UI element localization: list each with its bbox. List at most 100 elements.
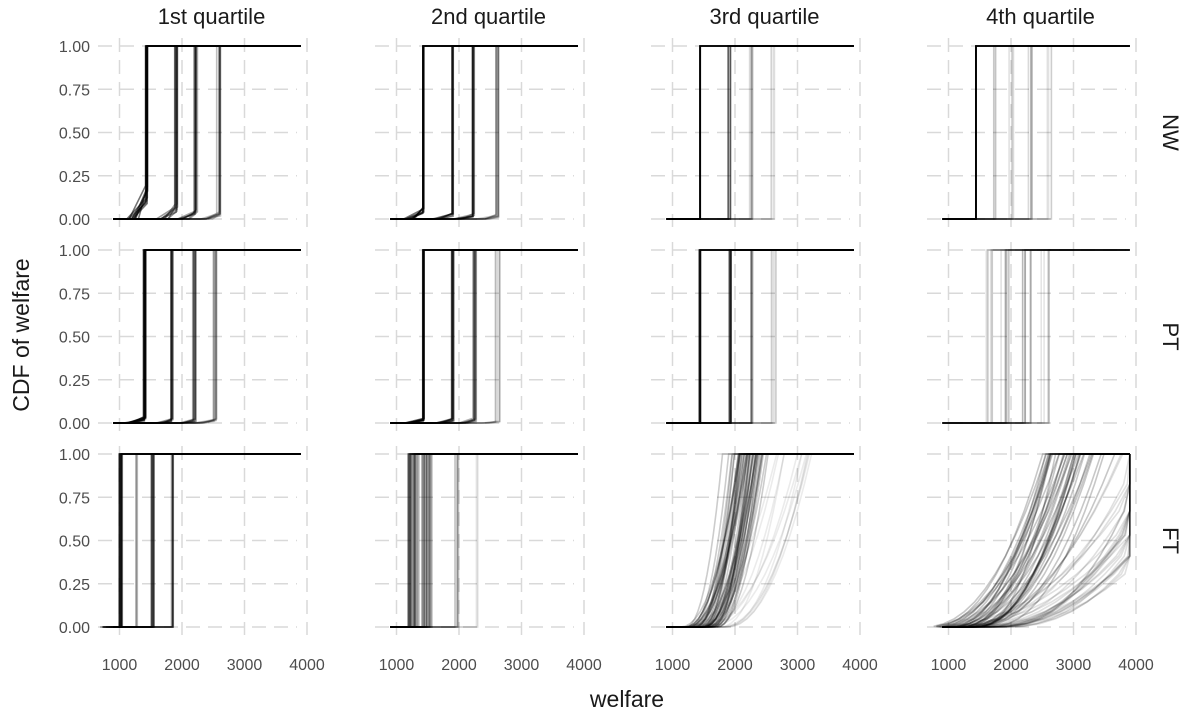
cdf-curve (390, 453, 578, 628)
cdf-curve (942, 453, 1130, 628)
cdf-curve (113, 249, 301, 424)
cdf-curve (113, 453, 301, 628)
cdf-curve (942, 454, 1131, 628)
cdf-curve (942, 454, 1131, 628)
cdf-curve (113, 45, 301, 220)
cdf-curve (113, 453, 301, 628)
cdf-curve (103, 453, 301, 628)
cdf-curve (666, 45, 854, 220)
cdf-curve (390, 45, 578, 220)
facet-panel (375, 242, 585, 431)
cdf-curve (390, 453, 578, 628)
cdf-curve (942, 453, 1130, 628)
cdf-curve (942, 249, 1130, 424)
cdf-curve (113, 249, 301, 424)
cdf-curve (666, 453, 854, 628)
cdf-curve (113, 249, 301, 424)
cdf-curve (666, 453, 854, 628)
cdf-curve (942, 45, 1130, 220)
cdf-curve (390, 45, 578, 220)
cdf-curve (942, 249, 1130, 424)
cdf-curve (942, 45, 1130, 220)
cdf-curve (111, 453, 301, 628)
cdf-curve (106, 453, 301, 628)
cdf-curve (390, 453, 578, 628)
cdf-curve (666, 453, 854, 628)
cdf-curve (942, 453, 1130, 628)
y-tick-label: 0.50 (59, 330, 90, 347)
cdf-curve (113, 249, 301, 424)
cdf-curve (390, 453, 578, 628)
cdf-curve (666, 249, 854, 424)
cdf-curve (942, 453, 1130, 628)
cdf-curve (390, 45, 578, 220)
cdf-curve (942, 249, 1130, 424)
cdf-curve (942, 453, 1130, 628)
cdf-curve (666, 453, 854, 628)
cdf-curve (113, 45, 301, 220)
cdf-curve (942, 45, 1130, 220)
cdf-curve (390, 249, 578, 424)
cdf-curve (666, 453, 854, 628)
cdf-curve (113, 453, 301, 628)
cdf-curve (100, 453, 301, 628)
cdf-curve (390, 453, 578, 628)
cdf-curve (390, 249, 578, 424)
cdf-curve (666, 453, 854, 628)
cdf-curve (113, 249, 301, 424)
cdf-curve (390, 45, 578, 220)
cdf-curve (666, 249, 854, 424)
cdf-curve (666, 45, 854, 220)
cdf-curve (105, 453, 301, 628)
cdf-curve (390, 45, 578, 220)
cdf-curve (942, 453, 1131, 628)
cdf-curve (113, 249, 301, 424)
cdf-curve (113, 45, 301, 220)
cdf-curve (666, 453, 854, 628)
cdf-curve (666, 453, 854, 628)
cdf-curve (390, 249, 578, 424)
cdf-curve (113, 45, 301, 220)
cdf-curve (113, 453, 301, 628)
cdf-curve (942, 45, 1130, 220)
cdf-curve (942, 453, 1130, 628)
cdf-curve (942, 45, 1130, 220)
cdf-curve (666, 45, 854, 220)
cdf-curve (113, 45, 301, 220)
cdf-curve (666, 453, 854, 628)
cdf-curve (390, 45, 578, 220)
cdf-curve (390, 453, 578, 628)
cdf-curve (666, 453, 854, 628)
cdf-curve (390, 45, 578, 220)
cdf-curve (113, 249, 301, 424)
cdf-curve (113, 453, 301, 628)
cdf-curve (390, 453, 578, 628)
cdf-curve (390, 45, 578, 220)
cdf-curve (666, 249, 854, 424)
cdf-curve (942, 453, 1130, 628)
cdf-curve (666, 249, 854, 424)
cdf-curve (942, 453, 1130, 628)
cdf-curve (390, 453, 578, 628)
cdf-curve (666, 45, 854, 220)
cdf-curve (666, 453, 854, 628)
cdf-curve (666, 249, 854, 424)
cdf-curve (666, 45, 854, 220)
cdf-curve (390, 453, 578, 628)
cdf-curve (390, 249, 578, 424)
cdf-curve (113, 453, 301, 628)
cdf-curve (942, 454, 1131, 628)
facet-panel: 1000 2000 3000 4000 (375, 446, 602, 674)
cdf-curve (666, 453, 854, 628)
row-strip-label: NW (1158, 114, 1183, 151)
cdf-curve (666, 453, 854, 628)
y-tick-label: 1.00 (59, 447, 90, 464)
cdf-curve (666, 453, 854, 628)
y-tick-label: 0.00 (59, 416, 90, 433)
cdf-curve (113, 453, 301, 628)
y-tick-label: 0.25 (59, 169, 90, 186)
cdf-curve (666, 453, 854, 628)
cdf-curve (942, 453, 1130, 628)
cdf-curve (942, 454, 1131, 628)
cdf-curve (942, 453, 1130, 628)
